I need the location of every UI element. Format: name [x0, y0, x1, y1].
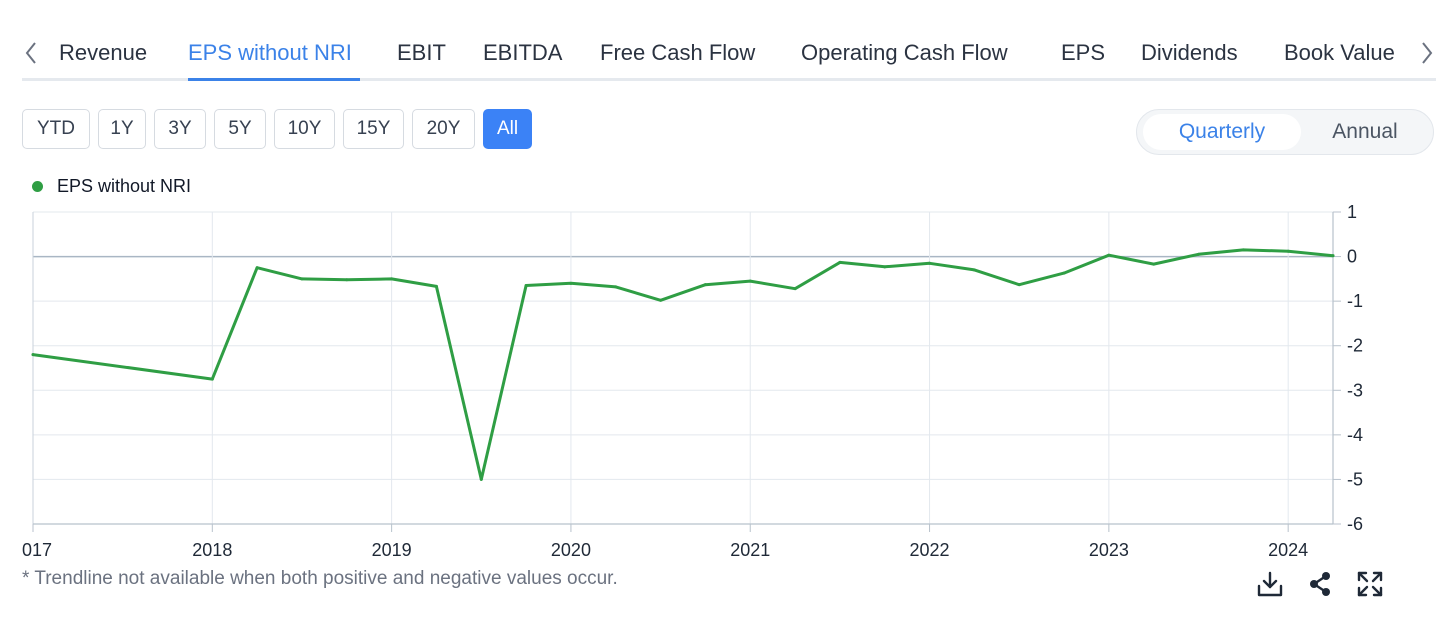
- y-tick-label: -4: [1347, 425, 1363, 445]
- tab-dividends[interactable]: Dividends: [1141, 40, 1238, 65]
- legend-label: EPS without NRI: [57, 175, 192, 196]
- data-point: [1286, 249, 1290, 253]
- chart-legend[interactable]: EPS without NRI: [32, 174, 191, 198]
- tab-eps-without-nri[interactable]: EPS without NRI: [188, 40, 352, 65]
- x-tick-label: 2024: [1268, 540, 1308, 560]
- tab-operating-cash-flow[interactable]: Operating Cash Flow: [801, 40, 1008, 65]
- y-tick-label: 0: [1347, 247, 1357, 267]
- x-tick-label: 2018: [192, 540, 232, 560]
- data-point: [659, 298, 663, 302]
- data-point: [1197, 252, 1201, 256]
- y-tick-label: -2: [1347, 336, 1363, 356]
- data-point: [434, 284, 438, 288]
- tab-book-value[interactable]: Book Value: [1284, 40, 1395, 65]
- range-button-ytd[interactable]: YTD: [22, 109, 90, 149]
- tab-ebit[interactable]: EBIT: [397, 40, 446, 65]
- x-tick-label: 2023: [1089, 540, 1129, 560]
- x-tick-label: 2022: [910, 540, 950, 560]
- data-point: [614, 285, 618, 289]
- x-tick-label: 017: [22, 540, 52, 560]
- data-point: [524, 284, 528, 288]
- chevron-right-icon[interactable]: [1420, 40, 1434, 70]
- data-point: [928, 261, 932, 265]
- annual-button[interactable]: Annual: [1332, 120, 1398, 143]
- data-point: [1331, 254, 1335, 258]
- range-button-all[interactable]: All: [483, 109, 532, 149]
- data-point: [793, 287, 797, 291]
- download-icon[interactable]: [1256, 570, 1284, 598]
- x-tick-label: 2021: [730, 540, 770, 560]
- range-button-3y[interactable]: 3Y: [154, 109, 206, 149]
- x-tick-label: 2020: [551, 540, 591, 560]
- y-tick-label: -6: [1347, 514, 1363, 534]
- data-point: [838, 260, 842, 264]
- range-button-10y[interactable]: 10Y: [274, 109, 335, 149]
- data-point: [479, 477, 483, 481]
- y-tick-label: 1: [1347, 202, 1357, 222]
- data-point: [1017, 283, 1021, 287]
- series-line: [31, 248, 1335, 481]
- data-point: [1107, 253, 1111, 257]
- data-point: [1152, 262, 1156, 266]
- quarterly-button[interactable]: Quarterly: [1143, 114, 1301, 150]
- data-point: [1241, 248, 1245, 252]
- data-point: [569, 281, 573, 285]
- data-point: [1062, 271, 1066, 275]
- y-tick-label: -3: [1347, 380, 1363, 400]
- chart-actions: [1256, 570, 1386, 600]
- expand-icon[interactable]: [1356, 570, 1384, 598]
- data-point: [255, 266, 259, 270]
- range-button-20y[interactable]: 20Y: [412, 109, 475, 149]
- y-tick-label: -1: [1347, 291, 1363, 311]
- tab-eps[interactable]: EPS: [1061, 40, 1106, 65]
- data-point: [972, 268, 976, 272]
- y-tick-label: -5: [1347, 469, 1363, 489]
- data-point: [300, 277, 304, 281]
- period-toggle: Quarterly Annual: [1136, 109, 1434, 155]
- data-point: [883, 265, 887, 269]
- tab-free-cash-flow[interactable]: Free Cash Flow: [600, 40, 756, 65]
- metric-tabs: Revenue EPS without NRI EBIT EBITDA Free…: [22, 26, 1436, 82]
- active-tab-indicator: [188, 78, 360, 81]
- share-icon[interactable]: [1306, 570, 1334, 598]
- tab-ebitda[interactable]: EBITDA: [483, 40, 563, 65]
- legend-dot: [32, 180, 43, 192]
- tabs-divider: [22, 78, 1436, 81]
- tab-revenue[interactable]: Revenue: [59, 40, 148, 65]
- x-tick-label: 2019: [372, 540, 412, 560]
- trendline-footnote: * Trendline not available when both posi…: [22, 568, 618, 589]
- range-button-1y[interactable]: 1Y: [98, 109, 146, 149]
- range-button-5y[interactable]: 5Y: [214, 109, 266, 149]
- range-button-15y[interactable]: 15Y: [343, 109, 404, 149]
- data-point: [703, 283, 707, 287]
- chevron-left-icon[interactable]: [24, 40, 38, 70]
- data-point: [31, 353, 35, 357]
- data-point: [748, 279, 752, 283]
- data-point: [345, 278, 349, 282]
- data-point: [210, 377, 214, 381]
- data-point: [390, 277, 394, 281]
